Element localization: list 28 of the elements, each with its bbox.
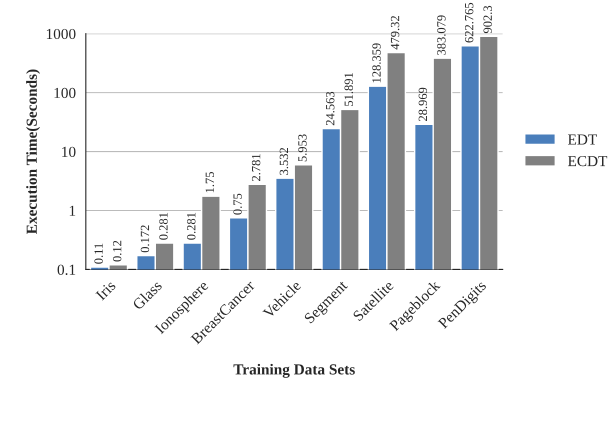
data-label: 383.079: [437, 15, 446, 55]
data-label: 51.891: [344, 73, 353, 106]
data-label: 0.172: [140, 225, 150, 252]
data-label: 0.281: [159, 212, 168, 240]
x-tick-label: Iris: [95, 280, 116, 301]
data-label: 1.75: [206, 172, 214, 192]
legend-label: ECDT: [568, 156, 608, 166]
data-label: 0.11: [94, 244, 103, 264]
data-label: 128.359: [372, 43, 381, 82]
y-axis-title: Execution Time(Seconds): [26, 70, 40, 234]
data-label: 479.32: [390, 16, 400, 50]
y-tick-label: 1000: [46, 28, 76, 40]
data-label: 0.12: [112, 240, 122, 262]
data-label: 0.281: [187, 212, 196, 240]
y-tick-label: 1: [70, 206, 76, 216]
data-label: 28.969: [418, 88, 428, 122]
data-label: 2.781: [252, 154, 260, 181]
data-label: 3.532: [280, 148, 288, 175]
legend-label: EDT: [568, 134, 597, 145]
y-tick-label: 0.1: [58, 264, 76, 275]
y-tick-label: 100: [54, 88, 76, 98]
data-label: 0.75: [233, 194, 242, 215]
data-label: 24.563: [326, 92, 334, 126]
data-label: 622.765: [464, 2, 474, 42]
y-tick-label: 10: [62, 146, 76, 158]
data-label: 902.3: [483, 6, 492, 34]
data-label: 5.953: [298, 134, 307, 162]
x-axis-title: Training Data Sets: [234, 364, 355, 378]
